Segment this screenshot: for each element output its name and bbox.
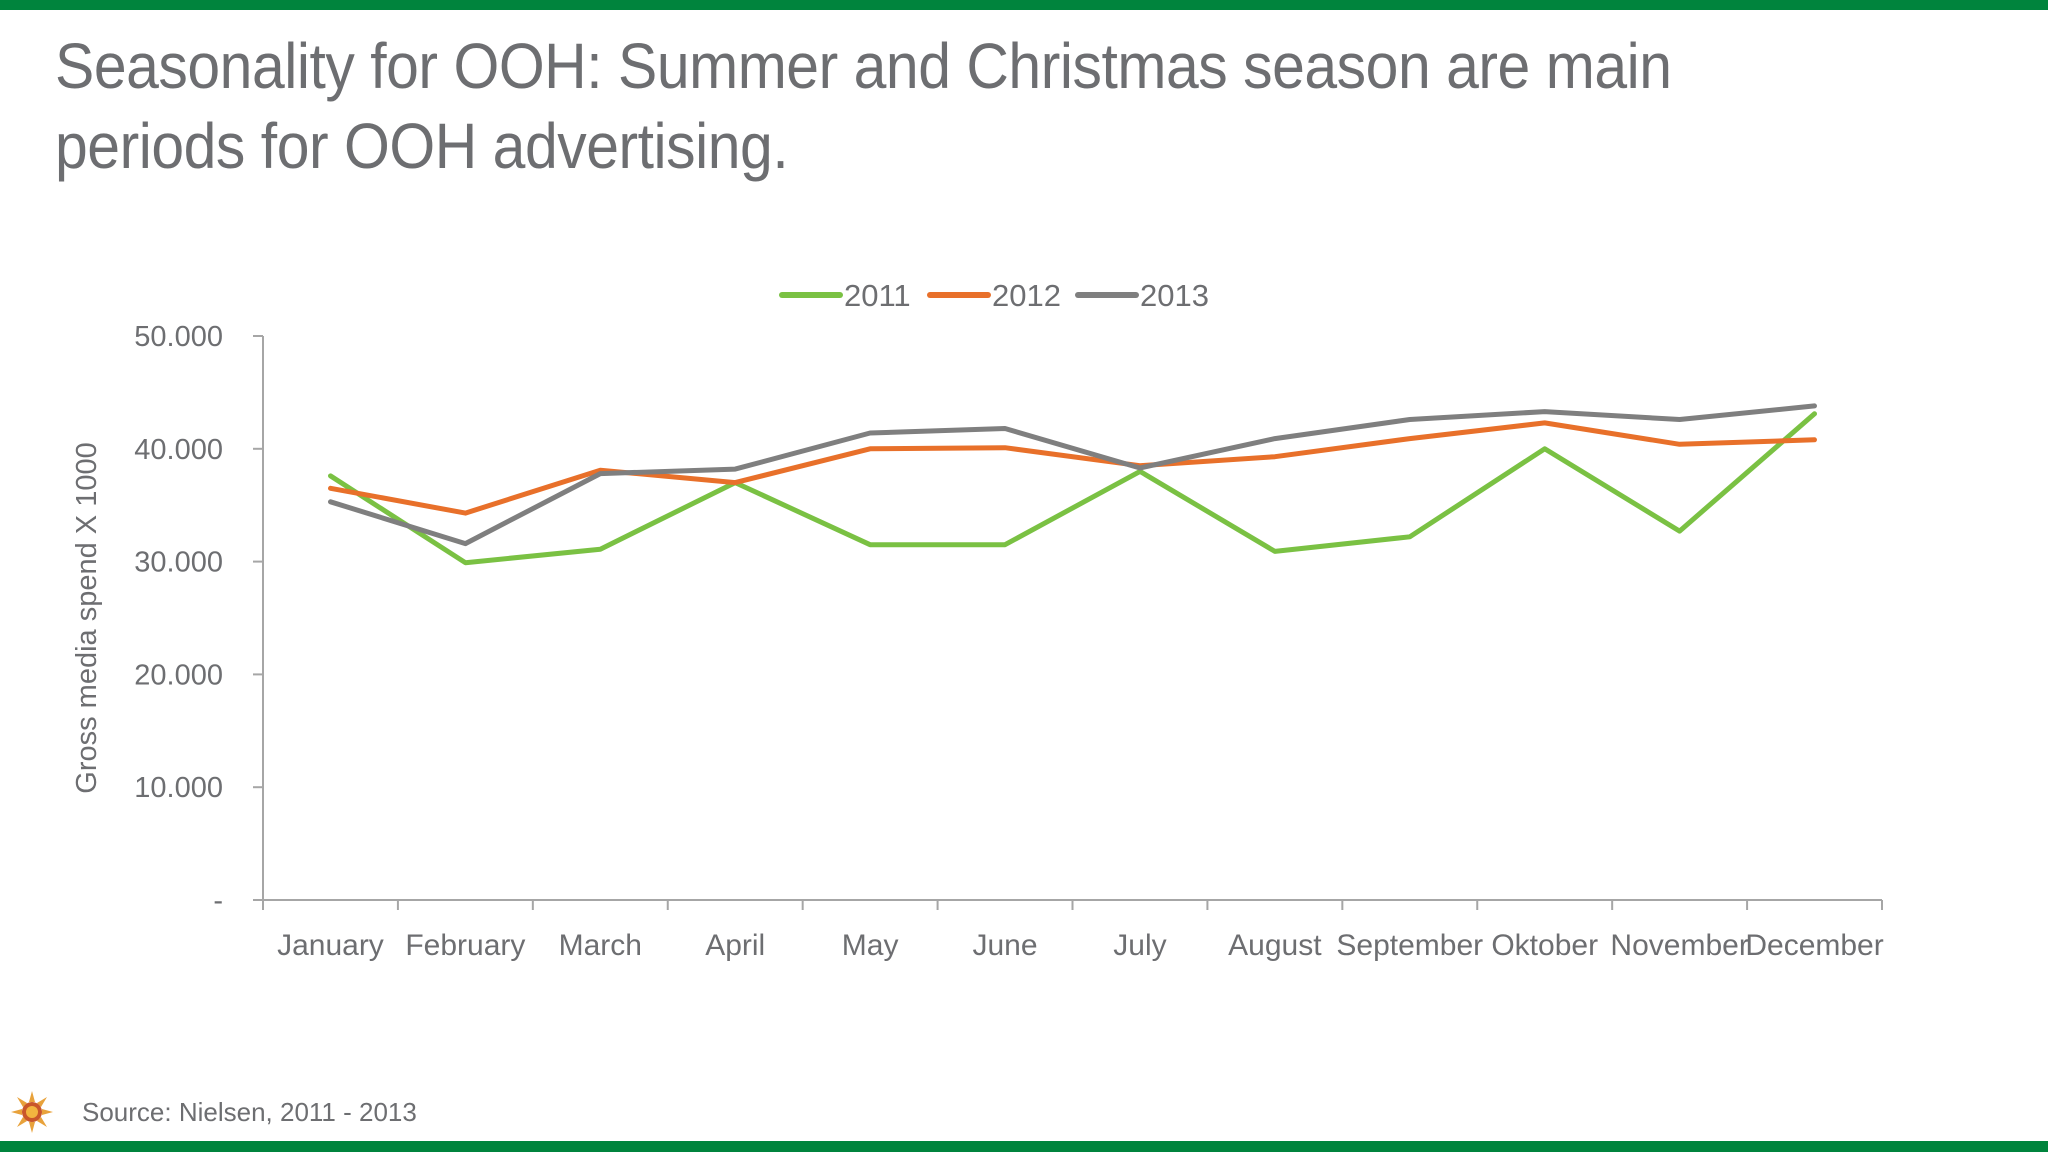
y-tick-label: 50.000 [134,321,223,353]
y-tick-label: 20.000 [134,659,223,691]
legend-label-2011: 2011 [844,278,911,313]
x-tick-label: September [1336,929,1483,962]
slide-title: Seasonality for OOH: Summer and Christma… [55,30,1672,182]
series-line-2012 [328,420,1817,516]
sun-logo-icon [11,1091,53,1133]
x-tick-label: January [277,929,384,962]
y-axis-title: Gross media spend X 1000 [71,442,103,793]
x-tick-label: March [559,929,642,962]
x-tick-label: May [842,929,899,962]
series-line-2011 [328,411,1817,566]
x-tick-label: April [705,929,765,962]
x-tick-label: December [1745,929,1883,962]
top-brand-bar [0,0,2048,10]
bottom-brand-bar [0,1141,2048,1152]
x-tick-label: June [973,929,1038,962]
source-note: Source: Nielsen, 2011 - 2013 [82,1097,417,1127]
legend-label-2012: 2012 [992,278,1061,313]
x-tick-label: November [1610,929,1748,962]
x-tick-label: February [405,929,525,962]
y-tick-label: - [213,885,223,917]
y-tick-label: 40.000 [134,434,223,466]
x-tick-label: July [1113,929,1166,962]
y-tick-label: 30.000 [134,547,223,579]
series-line-2013 [328,403,1817,547]
x-tick-label: Oktober [1491,929,1598,962]
x-tick-label: August [1228,929,1322,962]
legend-label-2013: 2013 [1140,278,1209,313]
y-tick-label: 10.000 [134,772,223,804]
